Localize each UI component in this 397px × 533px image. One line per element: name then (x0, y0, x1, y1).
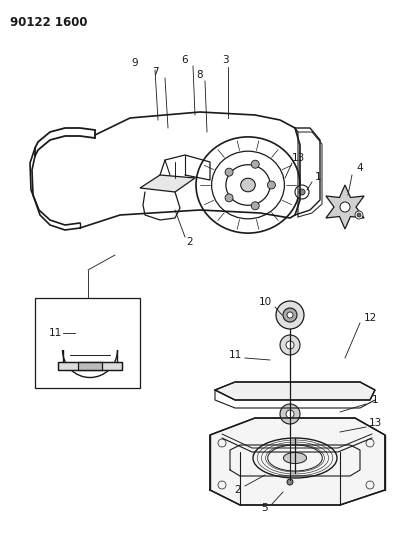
Text: 9: 9 (132, 58, 138, 68)
Circle shape (268, 181, 276, 189)
Circle shape (251, 160, 259, 168)
Polygon shape (140, 175, 195, 192)
Polygon shape (326, 185, 364, 229)
Text: 90122 1600: 90122 1600 (10, 16, 87, 29)
Polygon shape (78, 362, 102, 370)
Text: 7: 7 (152, 67, 158, 77)
Polygon shape (58, 362, 122, 370)
Circle shape (287, 312, 293, 318)
Circle shape (251, 202, 259, 210)
Text: 2: 2 (187, 237, 193, 247)
Text: 4: 4 (357, 163, 363, 173)
Text: 8: 8 (197, 70, 203, 80)
Polygon shape (215, 382, 375, 400)
Circle shape (276, 301, 304, 329)
Bar (35, 298, 140, 388)
Circle shape (355, 211, 363, 219)
Text: 10: 10 (258, 297, 272, 307)
Circle shape (287, 479, 293, 485)
Text: 6: 6 (182, 55, 188, 65)
Text: 3: 3 (222, 55, 228, 65)
Text: 13: 13 (291, 153, 304, 163)
Text: 13: 13 (368, 418, 382, 428)
Text: 2: 2 (235, 485, 241, 495)
Polygon shape (210, 418, 385, 505)
Text: 11: 11 (48, 328, 62, 338)
Circle shape (280, 404, 300, 424)
Text: 5: 5 (262, 503, 268, 513)
Circle shape (295, 185, 309, 199)
Circle shape (225, 194, 233, 202)
Circle shape (299, 189, 305, 195)
Ellipse shape (226, 165, 270, 205)
Circle shape (225, 168, 233, 176)
Text: 12: 12 (363, 313, 377, 323)
Ellipse shape (241, 178, 255, 192)
Text: 1: 1 (315, 172, 321, 182)
Ellipse shape (283, 453, 306, 464)
Text: 11: 11 (228, 350, 242, 360)
Text: 1: 1 (372, 395, 378, 405)
Circle shape (283, 308, 297, 322)
Circle shape (286, 341, 294, 349)
Circle shape (280, 335, 300, 355)
Circle shape (357, 213, 361, 217)
Circle shape (340, 202, 350, 212)
Circle shape (286, 410, 294, 418)
